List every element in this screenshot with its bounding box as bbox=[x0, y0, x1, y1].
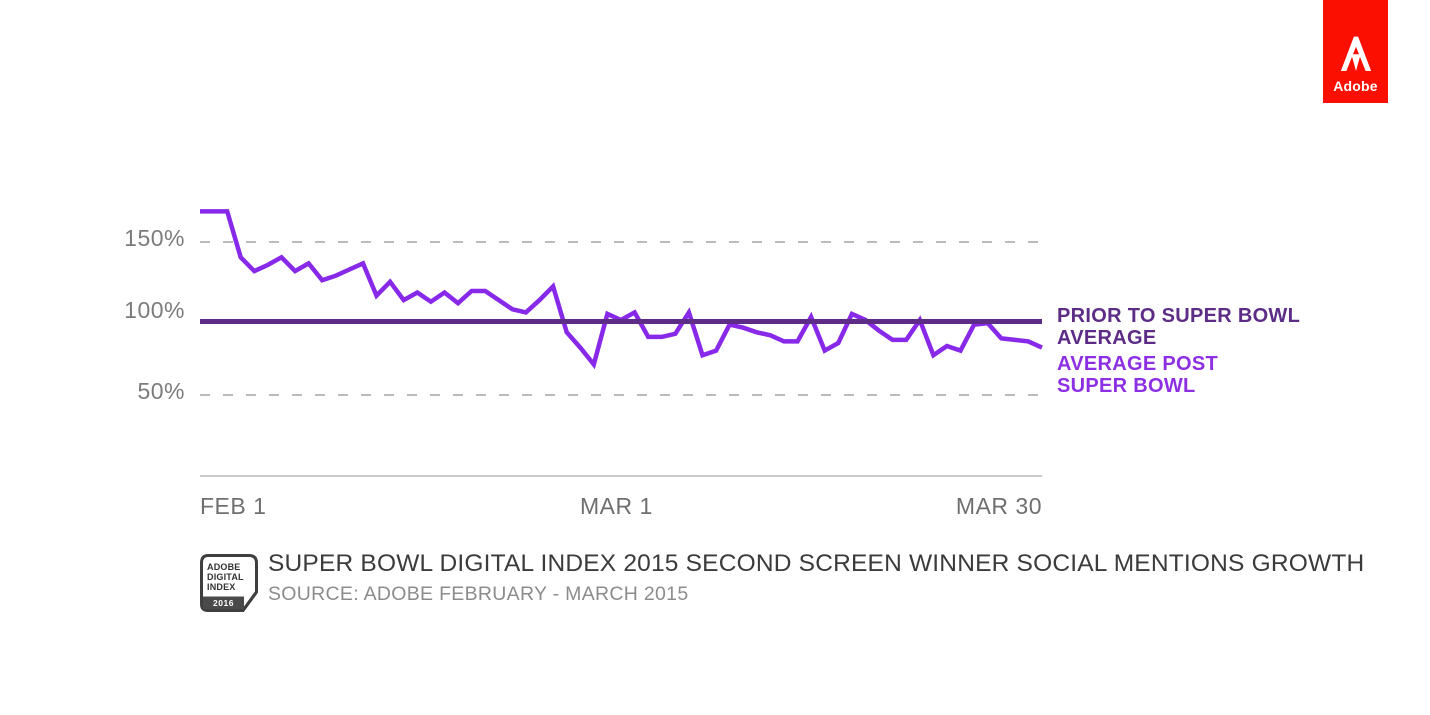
x-tick-mar-1: MAR 1 bbox=[580, 493, 653, 519]
legend-prior-line2: AVERAGE bbox=[1057, 327, 1157, 349]
y-tick-150: 150% bbox=[124, 225, 185, 251]
x-tick-feb-1: FEB 1 bbox=[200, 493, 267, 519]
legend-prior-line1: PRIOR TO SUPER BOWL bbox=[1057, 305, 1301, 327]
adobe-digital-index-badge: ADOBE DIGITAL INDEX 2016 bbox=[200, 554, 258, 612]
chart-source: SOURCE: ADOBE FEBRUARY - MARCH 2015 bbox=[268, 583, 689, 605]
svg-text:DIGITAL: DIGITAL bbox=[207, 572, 244, 582]
y-tick-50: 50% bbox=[137, 378, 185, 404]
svg-text:ADOBE: ADOBE bbox=[207, 562, 241, 572]
y-tick-100: 100% bbox=[124, 297, 185, 323]
svg-text:INDEX: INDEX bbox=[207, 582, 236, 592]
svg-text:2016: 2016 bbox=[213, 598, 234, 608]
adobe-logo: Adobe bbox=[1323, 0, 1388, 103]
series-post-super-bowl-line bbox=[200, 209, 1043, 370]
chart-title: SUPER BOWL DIGITAL INDEX 2015 SECOND SCR… bbox=[268, 550, 1365, 577]
adobe-wordmark: Adobe bbox=[1333, 78, 1378, 94]
legend-post-average: AVERAGE POST SUPER BOWL bbox=[1057, 353, 1218, 397]
legend-post-line2: SUPER BOWL bbox=[1057, 375, 1196, 397]
adobe-a-icon bbox=[1340, 36, 1371, 72]
x-tick-mar-30: MAR 30 bbox=[955, 493, 1042, 519]
legend-post-line1: AVERAGE POST bbox=[1057, 353, 1219, 375]
legend-prior-average: PRIOR TO SUPER BOWL AVERAGE bbox=[1057, 305, 1300, 349]
